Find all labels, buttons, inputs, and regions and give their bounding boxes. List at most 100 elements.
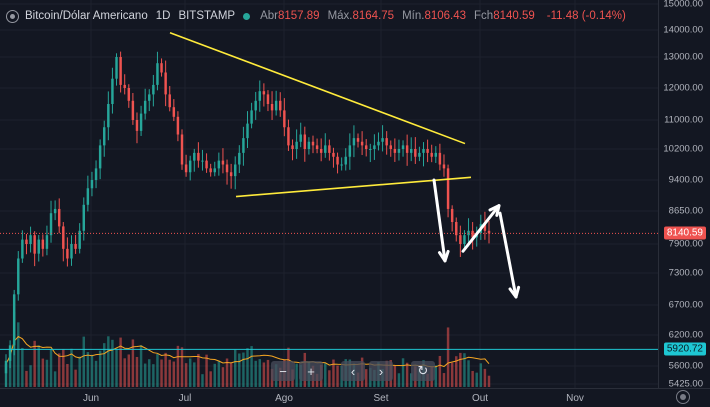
volume-bar: [156, 354, 159, 387]
candle-body: [152, 84, 155, 95]
candle-body: [176, 116, 180, 135]
volume-bar: [483, 368, 487, 387]
candle-body: [197, 152, 200, 161]
volume-bar: [90, 354, 94, 387]
volume-bar: [107, 336, 110, 387]
candle-body: [143, 100, 147, 114]
symbol-name[interactable]: Bitcoin/Dólar Americano: [25, 10, 148, 22]
candle-body: [340, 164, 343, 166]
candle-body: [418, 152, 421, 157]
candle-body: [373, 145, 376, 149]
time-tick-label: Jul: [178, 393, 192, 404]
volume-bar: [487, 375, 491, 387]
candle-body: [168, 94, 171, 108]
volume-bar: [401, 358, 405, 387]
reset-chart-button[interactable]: ↻: [411, 361, 435, 381]
volume-bar: [438, 355, 442, 387]
candle-body: [283, 110, 286, 128]
arrow-down-break: [432, 178, 450, 263]
candle-body: [201, 160, 204, 162]
candle-body: [422, 149, 425, 153]
zoom-out-button[interactable]: −: [271, 361, 295, 381]
arrow-head: [437, 249, 450, 263]
price-tick-label: 6700.00: [668, 299, 703, 311]
candle-body: [184, 164, 188, 173]
volume-bar: [57, 353, 61, 387]
volume-bar: [209, 371, 212, 387]
time-tick-label: Out: [471, 393, 489, 404]
time-axis[interactable]: Jun Jul Ago Set Out Nov: [0, 388, 710, 407]
candle-body: [483, 224, 487, 231]
candle-body: [324, 145, 327, 153]
candle-body: [45, 235, 49, 249]
candle-body: [12, 294, 16, 346]
settings-gear-icon[interactable]: [676, 390, 690, 404]
candle-body: [315, 145, 319, 149]
volume-bar: [152, 364, 155, 387]
candle-body: [405, 145, 409, 153]
candle-body: [172, 107, 176, 117]
volume-bar: [21, 347, 24, 387]
candle-body: [463, 235, 466, 244]
candle-body: [123, 84, 126, 88]
zoom-in-button[interactable]: +: [299, 361, 323, 381]
price-axis[interactable]: 15000.00 14000.00 13000.00 12000.00 11000.00…: [658, 0, 710, 390]
price-tick-label: 5425.00: [668, 378, 703, 390]
volume-bar: [45, 359, 49, 387]
candle-body: [364, 145, 368, 149]
volume-bar: [139, 345, 143, 387]
candle-body: [274, 100, 278, 111]
candle-body: [70, 244, 73, 259]
candle-body: [287, 127, 290, 146]
candle-body: [336, 156, 339, 165]
candle-body: [258, 91, 262, 101]
price-tick-label: 7300.00: [668, 267, 703, 279]
volume-bar: [434, 365, 438, 387]
volume-bar: [295, 363, 298, 387]
volume-bar: [197, 353, 200, 387]
candle-body: [139, 113, 143, 131]
candle-body: [438, 152, 442, 165]
volume-bar: [184, 363, 188, 387]
visibility-icon[interactable]: [6, 9, 19, 23]
volume-bar: [131, 339, 135, 387]
candle-body: [233, 164, 237, 177]
volume-bar: [82, 336, 85, 387]
interval[interactable]: 1D: [155, 10, 171, 22]
time-tick-label: Nov: [566, 393, 584, 404]
volume-bar: [127, 354, 131, 387]
price-tick-label: 11000.00: [664, 114, 703, 126]
candle-body: [262, 91, 266, 95]
candle-body: [25, 239, 28, 244]
close-value: 8140.59: [493, 10, 535, 22]
arrow-head: [508, 285, 521, 299]
volume-bar: [176, 345, 180, 387]
scroll-right-button[interactable]: ›: [369, 361, 393, 381]
candle-body: [381, 138, 384, 142]
candle-body: [217, 160, 221, 169]
scroll-left-button[interactable]: ‹: [341, 361, 365, 381]
candle-body: [225, 164, 229, 173]
drawings[interactable]: [0, 31, 658, 350]
volume-bar: [328, 370, 331, 387]
candle-body: [242, 138, 245, 153]
candle-body: [74, 244, 77, 249]
candle-body: [487, 230, 491, 234]
price-tick-label: 12000.00: [663, 82, 703, 94]
candle-body: [401, 145, 405, 149]
candle-body: [62, 226, 65, 249]
candle-body: [66, 248, 69, 259]
candle-body: [82, 204, 85, 231]
arrow-shaft: [461, 204, 501, 253]
volume-bar: [148, 359, 151, 387]
arrow-down-projection: [498, 211, 521, 299]
volume-bar: [143, 363, 147, 387]
arrow-head: [488, 204, 501, 217]
grid: [0, 0, 658, 388]
candle-body: [33, 235, 36, 254]
candle-body: [434, 152, 438, 157]
candle-body: [254, 100, 257, 111]
candle-body: [21, 239, 24, 259]
